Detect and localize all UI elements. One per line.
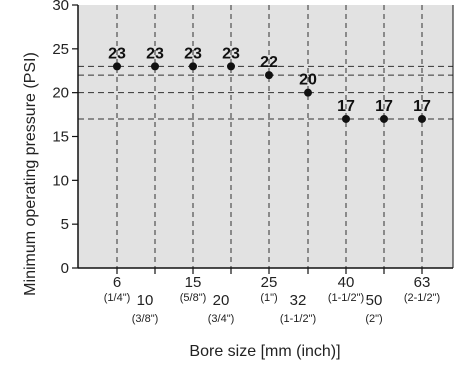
data-point — [342, 114, 350, 123]
x-tick-label-mm: 20 — [213, 292, 230, 309]
y-axis-label: Minimum operating pressure (PSI) — [22, 52, 39, 296]
x-tick-label-mm: 63 — [414, 274, 431, 291]
x-tick-label-inch: (1") — [260, 292, 277, 304]
data-label: 23 — [146, 45, 164, 62]
x-tick-label-mm: 15 — [185, 274, 202, 291]
x-tick-label-inch: (5/8") — [180, 292, 207, 304]
x-tick-label-inch: (2") — [365, 313, 382, 325]
y-tick-label: 20 — [52, 85, 69, 102]
data-label: 17 — [375, 98, 393, 115]
y-tick-label: 5 — [61, 216, 69, 233]
data-point — [151, 62, 159, 71]
x-tick-label-mm: 32 — [290, 292, 307, 309]
x-tick-label-inch: (2-1/2") — [404, 292, 440, 304]
y-tick-label: 0 — [61, 260, 69, 277]
x-tick-label-inch: (1-1/2") — [328, 292, 364, 304]
x-tick-label-mm: 50 — [366, 292, 383, 309]
data-point — [113, 62, 121, 71]
plot-area — [78, 5, 453, 268]
data-point — [227, 62, 235, 71]
x-tick-label-inch: (3/4") — [208, 313, 235, 325]
data-point — [265, 71, 273, 80]
x-tick-label-mm: 25 — [261, 274, 278, 291]
data-label: 20 — [299, 72, 317, 89]
data-point — [189, 62, 197, 71]
x-tick-label-mm: 6 — [113, 274, 121, 291]
data-label: 23 — [222, 45, 240, 62]
data-point — [304, 88, 312, 97]
x-tick-label-inch: (3/8") — [132, 313, 159, 325]
x-axis-label: Bore size [mm (inch)] — [189, 343, 340, 360]
y-tick-label: 10 — [52, 172, 69, 189]
data-point — [418, 114, 426, 123]
x-tick-label-mm: 10 — [137, 292, 154, 309]
x-tick-label-inch: (1-1/2") — [280, 313, 316, 325]
data-label: 17 — [413, 98, 431, 115]
data-point — [380, 114, 388, 123]
data-label: 22 — [260, 54, 278, 71]
x-tick-label-mm: 40 — [338, 274, 355, 291]
y-tick-label: 15 — [52, 129, 69, 146]
y-tick-label: 30 — [52, 0, 69, 14]
x-tick-label-inch: (1/4") — [104, 292, 131, 304]
data-label: 17 — [337, 98, 355, 115]
data-label: 23 — [108, 45, 126, 62]
data-label: 23 — [184, 45, 202, 62]
y-tick-label: 25 — [52, 41, 69, 58]
